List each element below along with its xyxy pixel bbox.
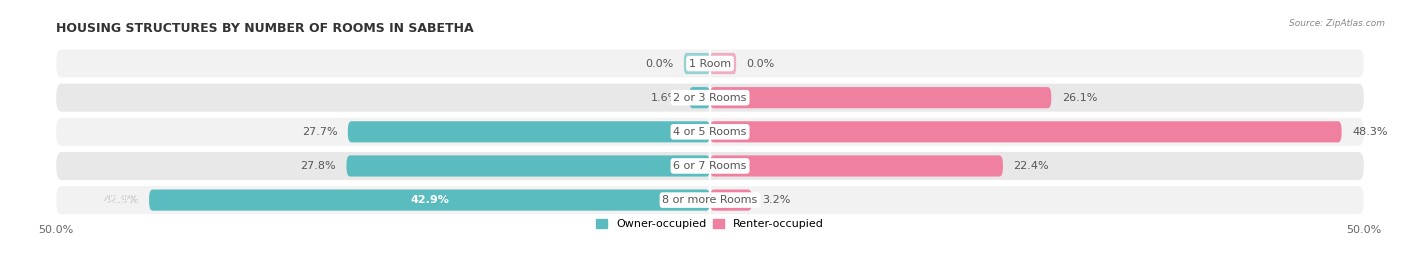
FancyBboxPatch shape (710, 121, 1341, 142)
Legend: Owner-occupied, Renter-occupied: Owner-occupied, Renter-occupied (596, 219, 824, 229)
Text: 1.6%: 1.6% (651, 93, 679, 103)
FancyBboxPatch shape (149, 189, 710, 211)
FancyBboxPatch shape (710, 155, 1002, 176)
FancyBboxPatch shape (347, 121, 710, 142)
Text: 8 or more Rooms: 8 or more Rooms (662, 195, 758, 205)
FancyBboxPatch shape (56, 152, 1364, 180)
FancyBboxPatch shape (56, 118, 1364, 146)
Text: 42.9%: 42.9% (103, 195, 139, 205)
Text: Source: ZipAtlas.com: Source: ZipAtlas.com (1289, 19, 1385, 28)
Text: 0.0%: 0.0% (645, 59, 673, 69)
FancyBboxPatch shape (56, 84, 1364, 112)
Text: 26.1%: 26.1% (1062, 93, 1097, 103)
Text: HOUSING STRUCTURES BY NUMBER OF ROOMS IN SABETHA: HOUSING STRUCTURES BY NUMBER OF ROOMS IN… (56, 22, 474, 35)
FancyBboxPatch shape (346, 155, 710, 176)
Text: 0.0%: 0.0% (747, 59, 775, 69)
Text: 27.7%: 27.7% (302, 127, 337, 137)
Text: 42.9%: 42.9% (103, 195, 139, 205)
Text: 3.2%: 3.2% (762, 195, 790, 205)
Text: 6 or 7 Rooms: 6 or 7 Rooms (673, 161, 747, 171)
Text: 22.4%: 22.4% (1014, 161, 1049, 171)
Text: 1 Room: 1 Room (689, 59, 731, 69)
FancyBboxPatch shape (710, 87, 1052, 108)
Text: 2 or 3 Rooms: 2 or 3 Rooms (673, 93, 747, 103)
Text: 48.3%: 48.3% (1353, 127, 1388, 137)
Text: 27.8%: 27.8% (301, 161, 336, 171)
FancyBboxPatch shape (56, 186, 1364, 214)
FancyBboxPatch shape (683, 53, 710, 74)
FancyBboxPatch shape (710, 189, 752, 211)
FancyBboxPatch shape (689, 87, 710, 108)
FancyBboxPatch shape (710, 53, 737, 74)
Text: 42.9%: 42.9% (411, 195, 449, 205)
Text: 4 or 5 Rooms: 4 or 5 Rooms (673, 127, 747, 137)
FancyBboxPatch shape (56, 49, 1364, 77)
